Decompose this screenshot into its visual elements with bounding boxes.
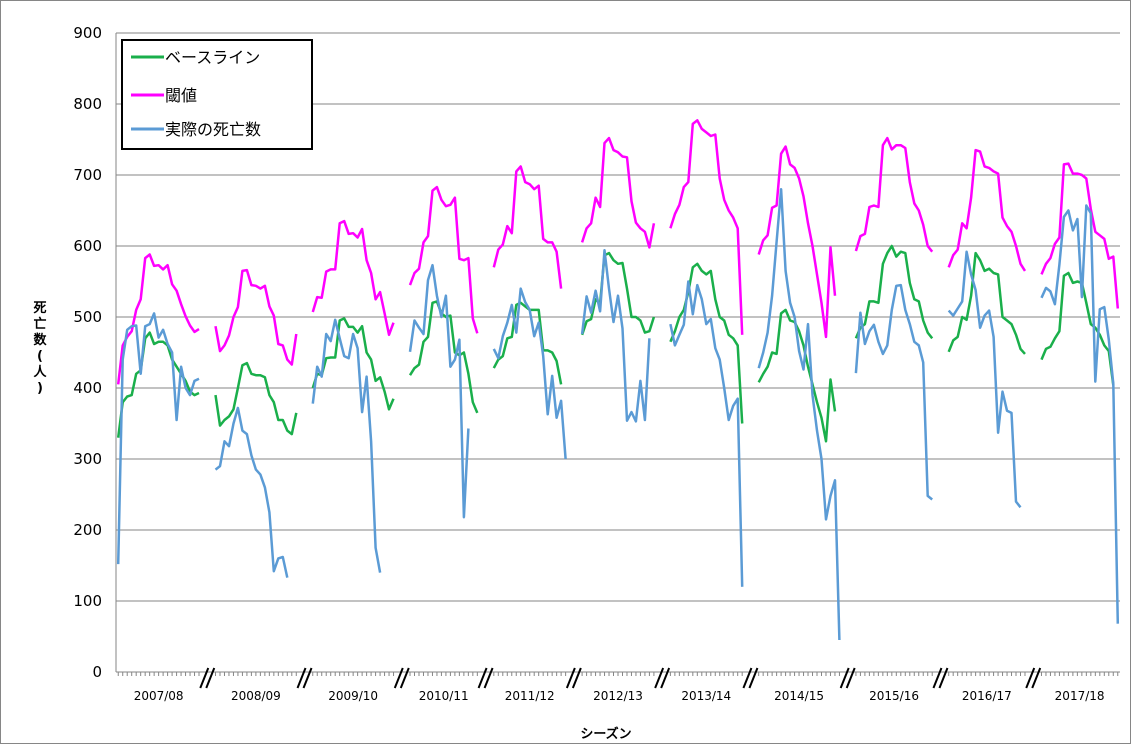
axis-break-mark — [393, 667, 404, 689]
axis-break-mark — [399, 667, 410, 689]
x-tick-label: 2012/13 — [593, 689, 643, 703]
y-tick-label: 0 — [92, 663, 102, 681]
series-line-actual-deaths — [408, 263, 470, 519]
series-line-threshold — [408, 185, 479, 334]
y-tick-label: 300 — [73, 450, 102, 468]
axis-break-mark — [742, 667, 753, 689]
axis-break-mark — [845, 667, 856, 689]
series-line-actual-deaths — [214, 406, 289, 578]
axis-break-mark — [1025, 667, 1036, 689]
series-line-threshold — [669, 119, 744, 335]
legend-label-baseline: ベースライン — [165, 48, 260, 67]
series-line-threshold — [1040, 162, 1120, 309]
y-tick-label: 600 — [73, 237, 102, 255]
axis-break-mark — [205, 667, 216, 689]
y-tick-label: 700 — [73, 166, 102, 184]
series-line-actual-deaths — [492, 287, 567, 460]
x-tick-label: 2017/18 — [1055, 689, 1105, 703]
series-line-threshold — [757, 145, 837, 339]
series-lines — [116, 119, 1120, 641]
series-line-threshold — [116, 253, 200, 385]
series-line-baseline — [408, 300, 479, 414]
axis-break-mark — [302, 667, 313, 689]
x-tick-label: 2013/14 — [681, 689, 731, 703]
x-axis-title: シーズン — [580, 726, 631, 742]
series-line-threshold — [311, 219, 395, 337]
axis-break-mark — [654, 667, 665, 689]
axis-break-mark — [199, 667, 210, 689]
axis-break-mark — [938, 667, 949, 689]
series-line-threshold — [947, 148, 1027, 272]
axis-break-mark — [477, 667, 488, 689]
y-axis-title: 死亡数(人) — [33, 301, 47, 396]
x-tick-label: 2016/17 — [962, 689, 1012, 703]
series-line-baseline — [1040, 271, 1115, 386]
axis-break-mark — [932, 667, 943, 689]
series-line-actual-deaths — [1040, 204, 1120, 624]
series-line-threshold — [580, 136, 656, 249]
series-line-actual-deaths — [580, 249, 651, 423]
x-tick-label: 2010/11 — [419, 689, 469, 703]
series-line-actual-deaths — [854, 283, 933, 501]
x-tick-label: 2011/12 — [505, 689, 555, 703]
series-line-actual-deaths — [757, 187, 841, 641]
series-line-baseline — [311, 317, 395, 411]
series-line-baseline — [116, 331, 200, 438]
series-line-actual-deaths — [947, 250, 1022, 509]
legend-label-threshold: 閾値 — [165, 86, 197, 105]
series-line-baseline — [669, 262, 744, 424]
axis-break-mark — [483, 667, 494, 689]
y-tick-label: 400 — [73, 379, 102, 397]
x-minor-ticks — [117, 672, 1119, 676]
series-line-threshold — [492, 165, 563, 289]
gridlines — [116, 32, 1120, 602]
series-line-baseline — [854, 244, 934, 340]
series-line-actual-deaths — [669, 280, 744, 587]
y-tick-label: 100 — [73, 592, 102, 610]
series-line-baseline — [214, 361, 298, 436]
x-tick-label: 2015/16 — [869, 689, 919, 703]
series-line-baseline — [947, 251, 1026, 355]
y-tick-label: 800 — [73, 95, 102, 113]
y-tick-label: 500 — [73, 308, 102, 326]
x-tick-label: 2007/08 — [134, 689, 184, 703]
series-line-threshold — [214, 268, 298, 366]
x-tick-labels: 2007/08 2008/09 2009/10 2010/11 2011/12 2012/… — [134, 689, 1105, 703]
x-tick-label: 2008/09 — [231, 689, 281, 703]
axis-break-mark — [565, 667, 576, 689]
axis-break-mark — [571, 667, 582, 689]
axis-break-mark — [839, 667, 850, 689]
series-line-actual-deaths — [116, 312, 200, 565]
y-tick-labels: 0 100 200 300 400 500 600 700 800 900 — [73, 24, 102, 681]
axis-break-mark — [296, 667, 307, 689]
x-tick-label: 2014/15 — [774, 689, 824, 703]
legend: ベースライン 閾値 実際の死亡数 — [121, 39, 313, 150]
axis-break-mark — [1031, 667, 1042, 689]
y-tick-label: 900 — [73, 24, 102, 42]
axis-break-mark — [748, 667, 759, 689]
y-tick-label: 200 — [73, 521, 102, 539]
series-line-actual-deaths — [311, 318, 382, 573]
x-tick-label: 2009/10 — [328, 689, 378, 703]
axis-break-mark — [660, 667, 671, 689]
series-line-threshold — [854, 136, 934, 253]
series-line-baseline — [580, 251, 656, 336]
axis-break-marks — [199, 667, 1042, 689]
legend-label-actual-deaths: 実際の死亡数 — [165, 120, 261, 139]
